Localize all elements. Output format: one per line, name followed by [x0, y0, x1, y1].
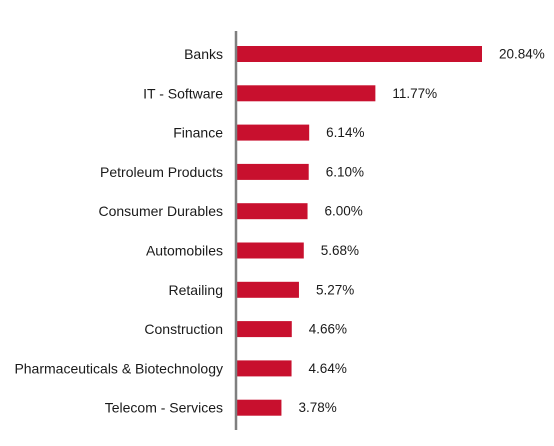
category-label: Finance	[173, 125, 223, 141]
bars-layer: Banks 20.84% IT - Software 11.77% Finance 6.1…	[14, 46, 545, 416]
bar	[237, 163, 309, 180]
value-label: 4.66%	[309, 322, 347, 337]
value-label: 6.10%	[326, 164, 364, 179]
category-label: Consumer Durables	[99, 203, 224, 219]
bar	[237, 360, 292, 377]
bar	[237, 85, 376, 102]
category-label: Petroleum Products	[100, 164, 223, 180]
bar	[237, 281, 299, 298]
value-label: 3.78%	[298, 400, 336, 415]
value-label: 4.64%	[309, 361, 347, 376]
bar	[237, 399, 282, 416]
value-label: 6.14%	[326, 125, 364, 140]
bar	[237, 321, 292, 338]
category-label: IT - Software	[143, 85, 223, 101]
category-label: Pharmaceuticals & Biotechnology	[14, 360, 223, 376]
category-label: Telecom - Services	[105, 400, 223, 416]
bar	[237, 242, 304, 259]
value-label: 20.84%	[499, 47, 545, 62]
value-label: 6.00%	[325, 204, 363, 219]
value-label: 5.68%	[321, 243, 359, 258]
value-label: 11.77%	[392, 86, 437, 101]
category-label: Banks	[184, 46, 223, 62]
value-label: 5.27%	[316, 282, 354, 297]
category-label: Retailing	[169, 282, 223, 298]
category-label: Automobiles	[146, 243, 223, 259]
bar	[237, 46, 482, 62]
category-label: Construction	[144, 321, 223, 337]
bar	[237, 203, 308, 220]
bar	[237, 124, 310, 141]
